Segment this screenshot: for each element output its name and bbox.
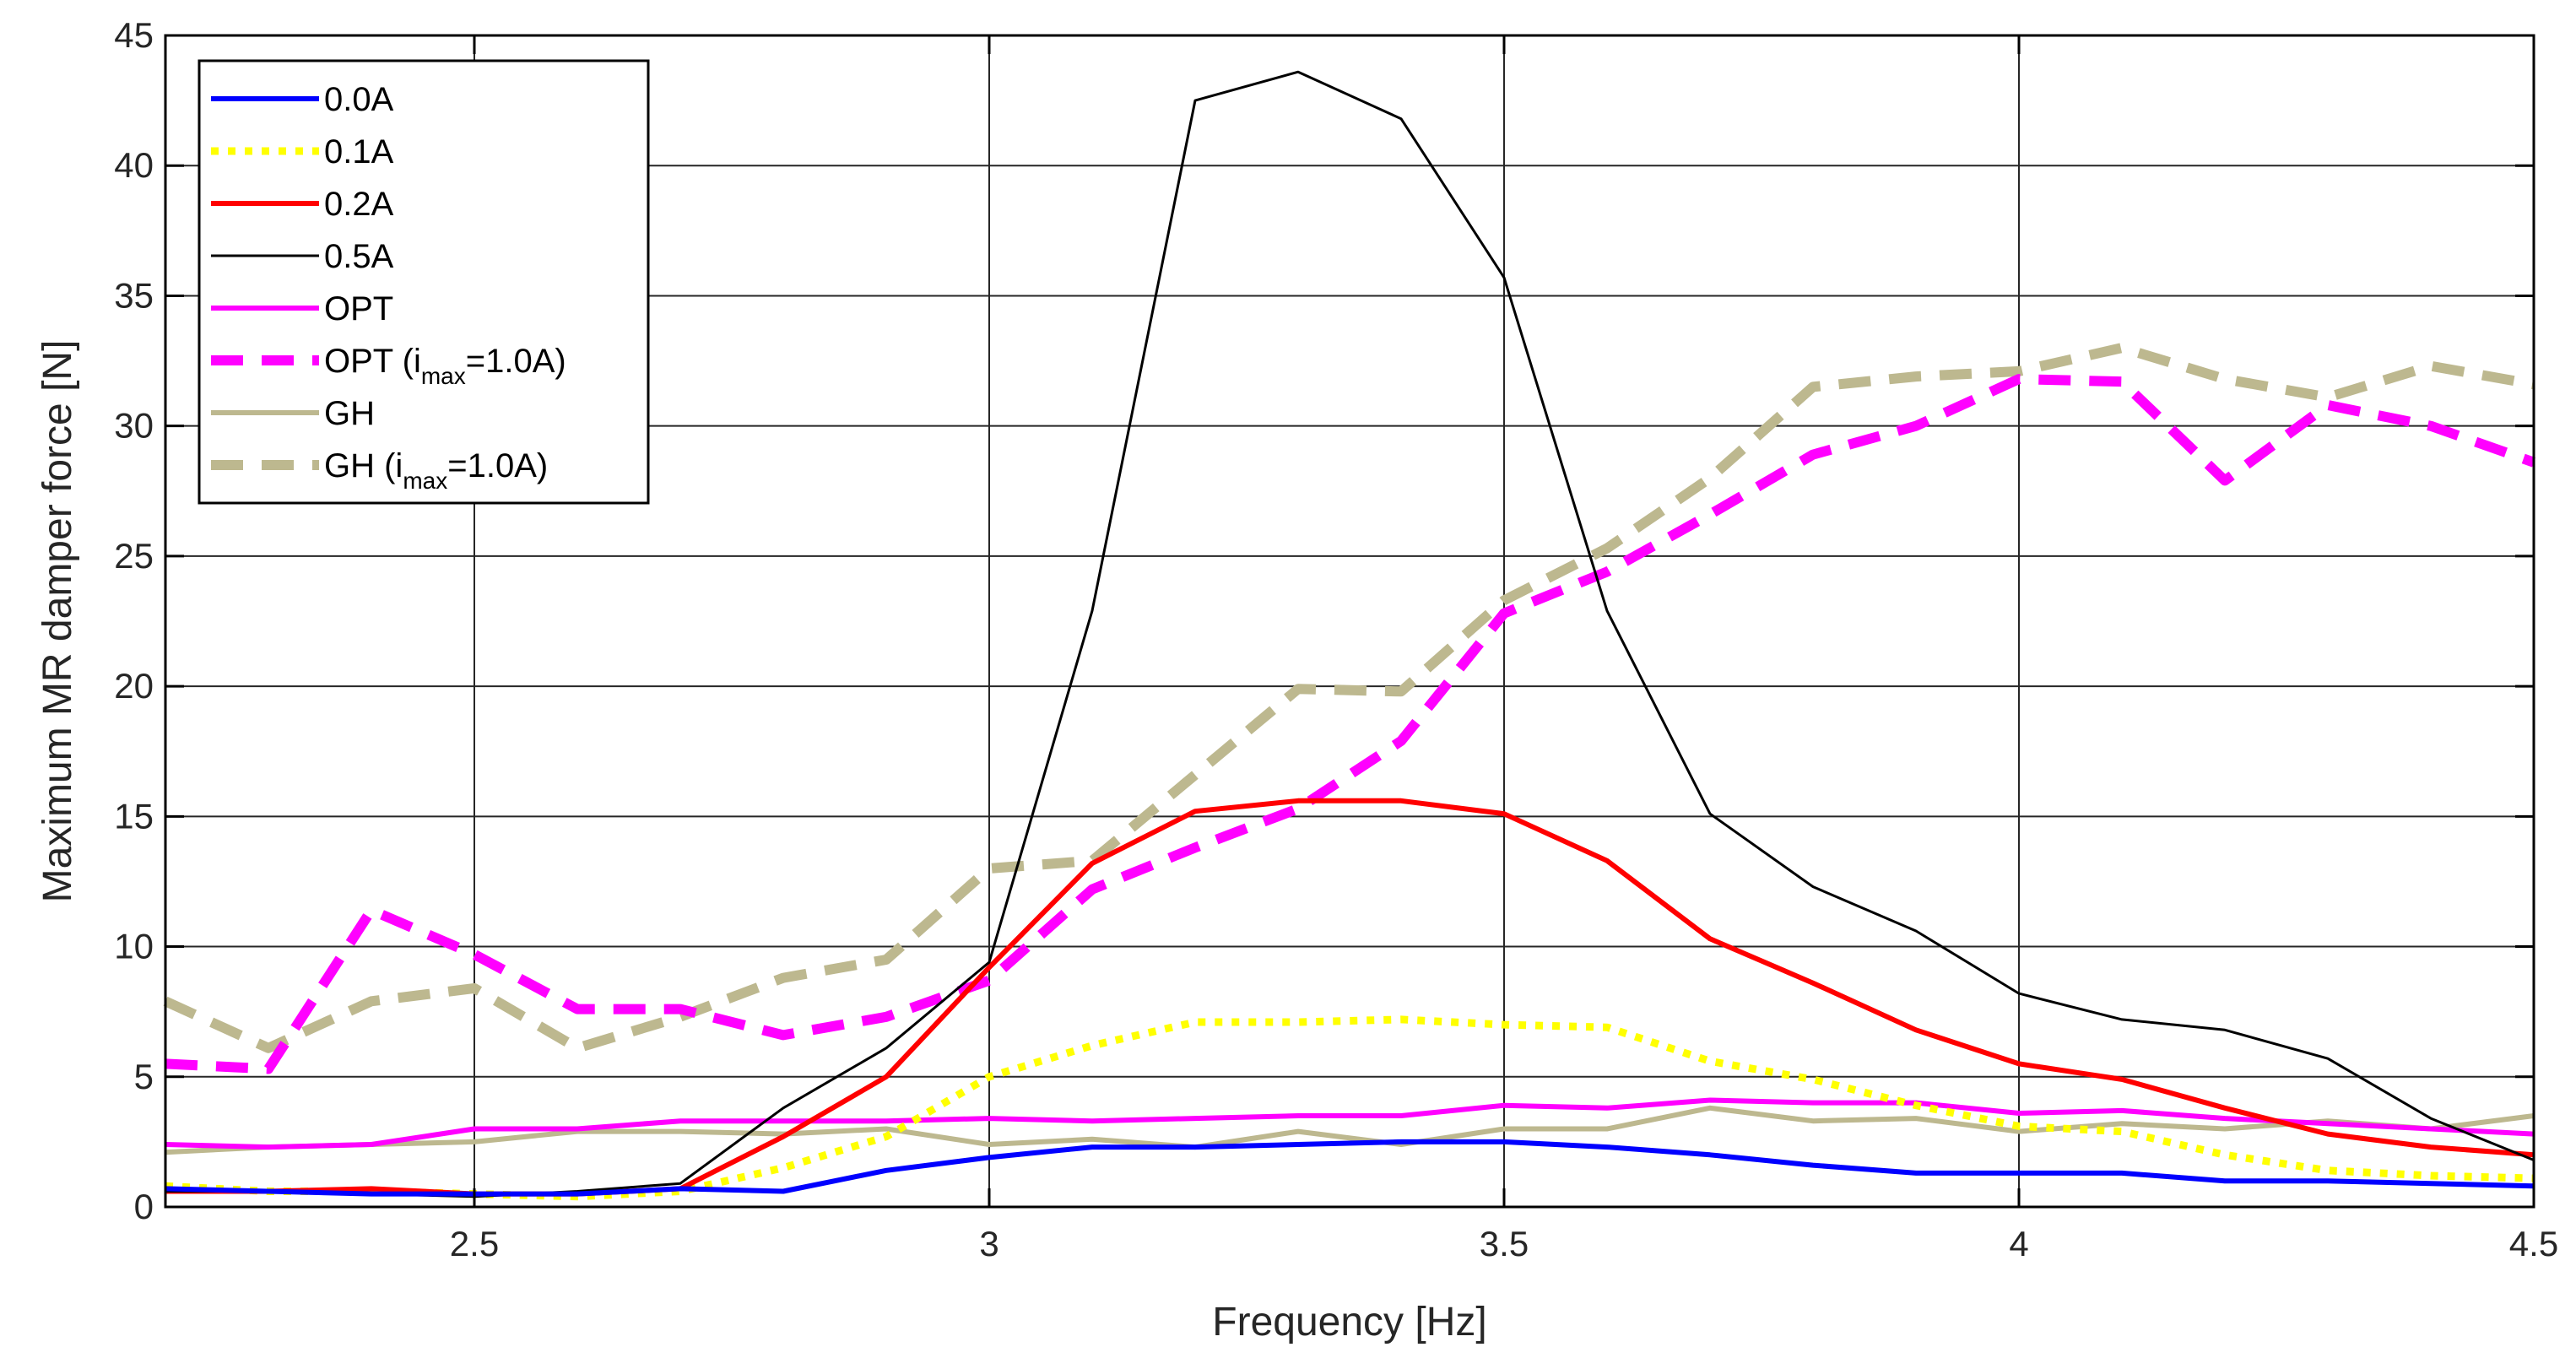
legend-label-0-1a: 0.1A: [324, 133, 394, 170]
legend-label-0-0a: 0.0A: [324, 81, 394, 118]
x-axis-label: Frequency [Hz]: [1212, 1300, 1486, 1344]
y-tick-label: 5: [134, 1057, 154, 1096]
x-tick-label: 4: [2009, 1224, 2028, 1263]
y-tick-label: 0: [134, 1187, 154, 1226]
axis-ticks: 2.5 3 3.5 4 4.5 0 5 10 15 20 25 30 35 40 45: [114, 15, 2558, 1263]
legend-label-0-5a: 0.5A: [324, 238, 394, 275]
series-line-opt: [165, 1097, 2535, 1150]
legend: 0.0A 0.1A 0.2A 0.5A OPT OPT (imax=1.0A) GH GH (…: [198, 59, 650, 505]
y-tick-label: 10: [114, 927, 154, 966]
series-line-opt-imax-1-0a: [165, 374, 2535, 1074]
y-tick-label: 30: [114, 406, 154, 446]
legend-label-opt: OPT: [324, 290, 393, 327]
y-tick-label: 20: [114, 666, 154, 706]
y-tick-label: 15: [114, 796, 154, 836]
x-tick-label: 3: [979, 1224, 998, 1263]
plot-area-border: [164, 34, 2535, 1209]
legend-box: [198, 59, 650, 505]
series-line-0-0a: [165, 1139, 2535, 1197]
y-tick-label: 35: [114, 275, 154, 315]
x-tick-label: 2.5: [450, 1224, 499, 1263]
x-tick-label: 4.5: [2509, 1224, 2558, 1263]
legend-label-0-2a: 0.2A: [324, 186, 394, 223]
legend-label-opt-imax-1-0a: OPT (imax=1.0A): [324, 343, 566, 389]
series-lines: [163, 70, 2535, 1201]
y-tick-label: 40: [114, 145, 154, 185]
x-tick-label: 3.5: [1480, 1224, 1529, 1263]
series-line-gh: [165, 1105, 2535, 1155]
series-line-gh-imax-1-0a: [163, 343, 2535, 1053]
legend-label-gh-imax-1-0a: GH (imax=1.0A): [324, 447, 548, 494]
y-axis-label: Maximum MR damper force [N]: [35, 340, 80, 903]
y-tick-label: 25: [114, 536, 154, 576]
legend-label-gh: GH: [324, 395, 375, 432]
y-tick-label: 45: [114, 15, 154, 55]
